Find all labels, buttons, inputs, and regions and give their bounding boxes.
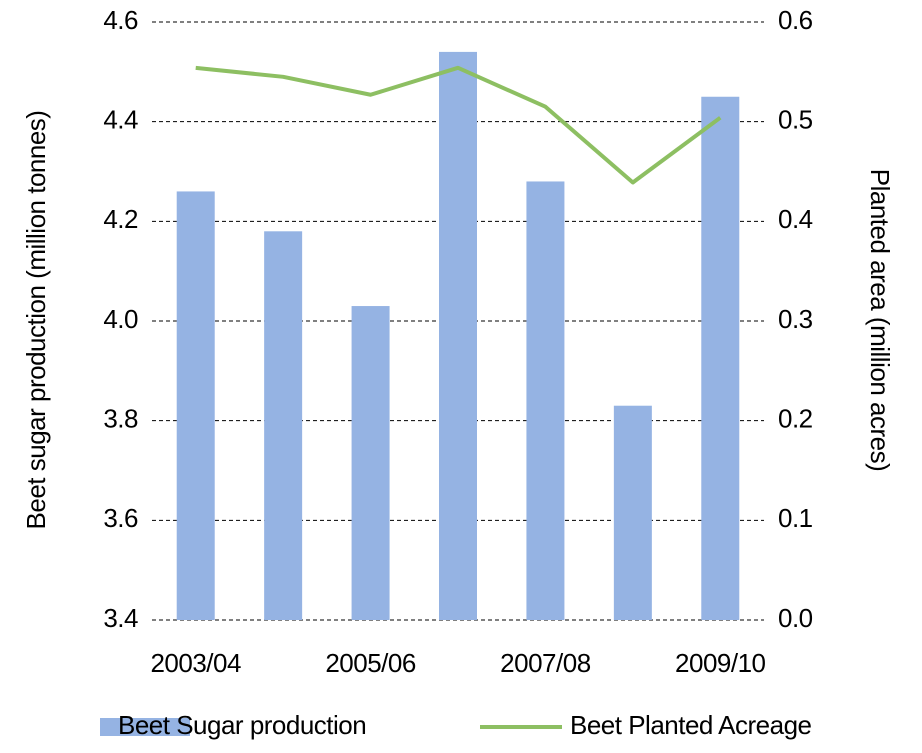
- y2-tick-label: 0.0: [778, 603, 813, 633]
- y-tick-label: 4.4: [103, 105, 138, 135]
- y-tick-label: 3.8: [103, 404, 138, 434]
- bar: [264, 231, 303, 621]
- y2-tick-label: 0.5: [778, 105, 813, 135]
- y-tick-label: 4.6: [103, 5, 138, 35]
- y-axis-label: Beet sugar production (million tonnes): [21, 111, 51, 530]
- x-tick-label: 2009/10: [675, 648, 766, 678]
- y2-tick-label: 0.3: [778, 304, 813, 334]
- y-tick-label: 3.4: [103, 603, 138, 633]
- bar: [439, 51, 477, 620]
- legend-label: Beet Planted Acreage: [570, 710, 812, 740]
- bar: [351, 306, 390, 620]
- bar: [613, 405, 652, 620]
- y-tick-label: 4.2: [103, 204, 138, 234]
- y2-tick-label: 0.2: [778, 404, 813, 434]
- x-tick-label: 2003/04: [150, 648, 241, 678]
- x-tick-label: 2007/08: [500, 648, 591, 678]
- y-tick-label: 4.0: [103, 304, 138, 334]
- bar: [701, 96, 740, 620]
- x-tick-label: 2005/06: [325, 648, 416, 678]
- bar: [176, 191, 215, 620]
- y2-tick-label: 0.1: [778, 503, 813, 533]
- y-tick-label: 3.6: [103, 503, 138, 533]
- y2-tick-label: 0.6: [778, 5, 813, 35]
- y2-tick-label: 0.4: [778, 204, 813, 234]
- y2-axis-label: Planted area (million acres): [865, 169, 895, 471]
- legend-swatch: [100, 718, 190, 736]
- bar: [526, 181, 565, 620]
- legend-label: Beet Sugar production: [118, 710, 366, 740]
- line: [195, 65, 722, 185]
